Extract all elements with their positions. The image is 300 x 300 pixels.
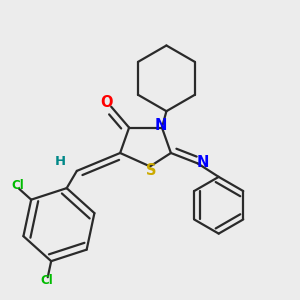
Text: Cl: Cl [40, 274, 52, 287]
Text: H: H [55, 155, 66, 168]
Text: O: O [100, 95, 113, 110]
Text: N: N [154, 118, 167, 133]
Text: Cl: Cl [11, 179, 24, 192]
Text: N: N [197, 155, 209, 170]
Text: S: S [146, 164, 157, 178]
